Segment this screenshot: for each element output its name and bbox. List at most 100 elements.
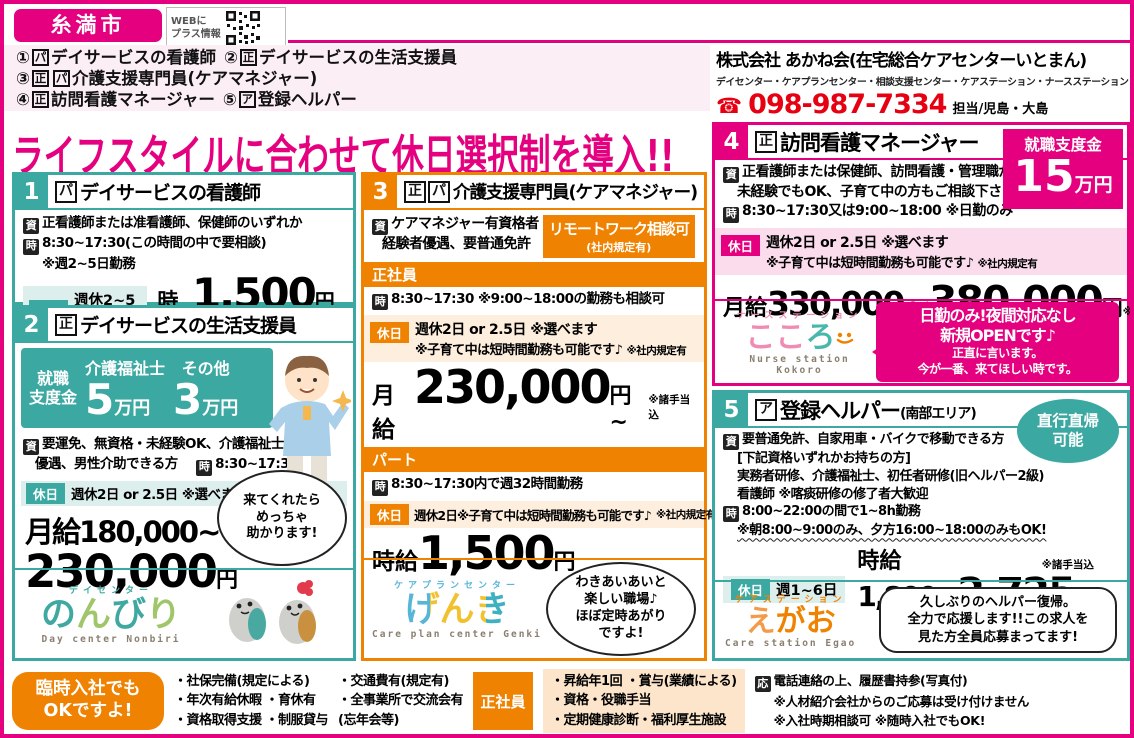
web-info-label: WEBに プラス情報 — [171, 16, 221, 40]
qualification-icon: 資 — [23, 439, 39, 456]
job-index-number: ① — [16, 47, 30, 67]
qualification-icon: 資 — [723, 167, 739, 184]
kokoro-logo: ナースステーション こころ Nurse station Kokoro — [736, 311, 863, 376]
time-icon: 時 — [723, 206, 739, 223]
phone-number: 098-987-7334 — [748, 89, 947, 120]
holiday-badge: 休日 — [370, 503, 410, 525]
card4-number: 4 — [715, 125, 748, 158]
card4-logo-strip: ナースステーション こころ Nurse station Kokoro 日勤のみ!… — [715, 299, 1127, 383]
card4-qualification: 資正看護師または保健師、訪問看護・管理職が — [723, 163, 1119, 184]
job-index-number: ② — [223, 47, 238, 67]
fulltime-badge: 正 — [55, 313, 77, 336]
card3-title: 介護支援専門員(ケアマネジャー) — [453, 183, 698, 203]
card2-qualification: 資要運免、無資格・未経験OK、介護福祉士 — [23, 435, 345, 456]
genki-logo: ケアプランセンター げんき Care plan center Genki — [372, 580, 542, 641]
egao-logo: ケアステーション えがお Care station Egao — [725, 594, 857, 649]
fulltime-badge: 正 — [31, 90, 49, 108]
time-icon: 時 — [372, 479, 388, 496]
time-icon: 時 — [196, 459, 213, 476]
card5-body: 資要普通免許、自家用車・バイクで移動できる方 [下記資格いずれかお持ちの方] 実… — [715, 428, 1127, 543]
fulltime-badge: 正 — [31, 69, 49, 87]
time-icon: 時 — [723, 506, 739, 523]
parttime-badge: パ — [52, 69, 70, 87]
card3-ft-hours: 時 8:30~17:30 ※9:00~18:00の勤務も相談可 — [364, 287, 704, 313]
turtle-mascots-illustration — [228, 580, 316, 644]
card5-logo-strip: ケアステーション えがお Care station Egao 久しぶりのヘルパー… — [715, 580, 1127, 658]
nonbiri-logo: デイセンター のんびり Day center Nonbiri — [40, 585, 181, 646]
parttime-section-bar: パート — [364, 447, 704, 473]
job-index-line-1: ① パデイサービスの看護師 ② 正デイサービスの生活支援員 — [16, 47, 698, 68]
direct-commute-badge: 直行直帰 可能 — [1017, 399, 1119, 463]
card1-hours-note: ※週2~5日勤務 — [42, 255, 136, 272]
card1-title: デイサービスの看護師 — [80, 182, 261, 204]
city-badge: 糸満市 — [14, 9, 162, 42]
card2-speech-bubble: 来てくれたら めっちゃ 助かります! — [217, 470, 347, 566]
qualification-icon: 資 — [723, 434, 739, 451]
qualification-icon: 資 — [23, 218, 39, 235]
benefits-column-1: ・社保完備(規定による) ・年次有給休暇 ・育休有 ・資格取得支援 ・制服貸与 — [174, 673, 329, 728]
card2-qualification-2: 優遇、男性介助できる方 時 8:30~17:30 — [23, 455, 345, 476]
card3-header: 3 正 パ 介護支援専門員(ケアマネジャー) — [364, 175, 704, 210]
salary-line1: 月給180,000~ — [25, 514, 221, 549]
fulltime-badge: 正 — [239, 48, 257, 66]
job-card-5: 5 ア 登録ヘルパー(南部エリア) 直行直帰 可能 資要普通免許、自家用車・バイク… — [712, 390, 1130, 661]
card1-header: 1 パ デイサービスの看護師 — [15, 175, 353, 210]
kokoro-smiley-icon — [836, 332, 853, 344]
job-index-number: ④ — [16, 89, 30, 109]
temporary-entry-box: 臨時入社でも OKですよ! — [12, 672, 164, 730]
arbeit-badge: ア — [755, 398, 777, 421]
qr-code-icon — [224, 10, 261, 46]
card1-body: 資正看護師または准看護師、保健師のいずれか 時 8:30~17:30(この時間の中… — [15, 210, 353, 275]
fulltime-benefits-box: ・昇給年1回 ・賞与(業績による) ・資格・役職手当 ・定期健康診断・福利厚生施… — [543, 668, 745, 734]
card5-title: 登録ヘルパー(南部エリア) — [780, 398, 977, 423]
card3-speech-bubble: わきあいあいと 楽しい職場♪ ほぼ定時あがり ですよ! — [545, 562, 696, 656]
phone-contact: 担当/児島・大島 — [952, 102, 1049, 117]
job-card-2: 2 正 デイサービスの生活支援員 就職 支度金 介護福祉士 5万円 その他 — [12, 305, 356, 661]
arbeit-badge: ア — [238, 90, 256, 108]
fulltime-benefits-label: 正社員 — [473, 672, 534, 730]
card3-pt-holiday: 休日 週休2日※子育て中は短時間勤務も可能です♪ ※社内規定有 — [364, 500, 716, 528]
card4-hours: 時 8:30~17:30又は9:00~18:00 ※日勤のみ — [723, 202, 1119, 223]
time-icon: 時 — [372, 294, 388, 311]
bonus-other: その他 3万円 — [173, 359, 239, 424]
parttime-badge: パ — [31, 48, 49, 66]
holiday-badge: 休日 — [731, 579, 771, 601]
card5-number: 5 — [715, 393, 748, 426]
holiday-badge: 休日 — [721, 234, 761, 256]
header-divider — [288, 40, 1130, 43]
card4-holiday: 休日 週休2日 or 2.5日 ※選べます ※子育て中は短時間勤務も可能です♪ … — [715, 227, 1127, 275]
card3-ft-holiday: 休日 週休2日 or 2.5日 ※選べます ※子育て中は短時間勤務も可能です♪ … — [364, 315, 704, 363]
job-index-label: 介護支援専門員(ケアマネジャー) — [71, 68, 318, 88]
card4-header: 4 正 訪問看護マネージャー — [715, 125, 1127, 160]
job-card-4: 4 正 訪問看護マネージャー 就職支度金 15万円 資正看護師または保健師、訪問… — [712, 122, 1130, 386]
card2-signing-bonus: 就職 支度金 介護福祉士 5万円 その他 3万円 — [21, 348, 273, 428]
card5-header: 5 ア 登録ヘルパー(南部エリア) — [715, 393, 1127, 428]
card3-logo-strip: ケアプランセンター げんき Care plan center Genki わきあ… — [364, 558, 704, 658]
card1-qualification: 資正看護師または准看護師、保健師のいずれか — [23, 214, 345, 235]
bonus-label: 就職 支度金 — [29, 368, 78, 407]
bonus-kaigo: 介護福祉士 5万円 — [85, 359, 166, 424]
apply-icon: 応 — [754, 675, 771, 692]
card3-number: 3 — [364, 175, 397, 208]
web-info-box: WEBに プラス情報 — [166, 7, 286, 49]
card1-hours: 時 8:30~17:30(この時間の中で要相談) — [23, 234, 345, 255]
card4-title: 訪問看護マネージャー — [780, 130, 980, 155]
phone-icon: ☎ — [716, 94, 743, 118]
card3-pt-hours: 時 8:30~17:30内で週32時間勤務 — [364, 472, 704, 498]
card4-signing-bonus: 就職支度金 15万円 — [1003, 129, 1123, 209]
phone-row: ☎ 098-987-7334 担当/児島・大島 — [716, 89, 1130, 120]
application-instructions: 応電話連絡の上、履歴書持参(写真付) ※人材紹介会社からのご応募は受け付けません… — [754, 671, 1029, 730]
holiday-badge: 休日 — [370, 322, 410, 344]
parttime-badge: パ — [55, 180, 77, 203]
job-index-label: 登録ヘルパー — [257, 89, 357, 109]
card4-promo-box: 日勤のみ!夜間対応なし 新規OPENです♪ 正直に言います。 今が一番、来てほし… — [872, 302, 1119, 382]
time-icon: 時 — [23, 238, 39, 255]
card2-title: デイサービスの生活支援員 — [80, 315, 297, 337]
company-services: デイセンター・ケアプランセンター・相談支援センター・ケアステーション・ナースステ… — [716, 77, 1129, 88]
benefits-column-2: ・交通費有(規定有) ・全事業所で交流会有 (忘年会等) — [338, 673, 464, 728]
job-card-3: 3 正 パ 介護支援専門員(ケアマネジャー) 資ケアマネジャー有資格者 経験者優… — [361, 172, 716, 661]
card3-qual-row: 資ケアマネジャー有資格者 経験者優遇、要普通免許 リモートワーク相談可 (社内規… — [364, 210, 704, 262]
job-index-number: ⑤ — [222, 89, 237, 109]
job-index-number: ③ — [16, 68, 30, 88]
card3-qualification: 資ケアマネジャー有資格者 経験者優遇、要普通免許 — [372, 215, 539, 254]
